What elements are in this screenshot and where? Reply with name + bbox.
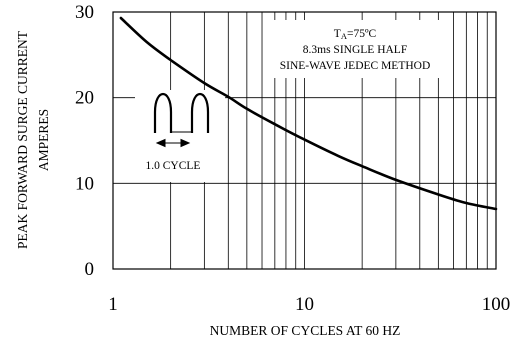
cycle-label: 1.0 CYCLE xyxy=(146,160,201,172)
half-sine-wave-icon xyxy=(153,92,210,133)
y-tick-label: 0 xyxy=(85,259,95,280)
y-axis-label-line1: PEAK FORWARD SURGE CURRENT xyxy=(15,30,30,249)
conditions-box xyxy=(270,20,440,78)
plot-frame xyxy=(112,11,497,270)
conditions-pulse: 8.3ms SINGLE HALF xyxy=(303,44,407,56)
y-axis-label-line2: AMPERES xyxy=(36,109,51,171)
y-tick-labels: 0 10 20 30 xyxy=(75,2,94,280)
conditions-temperature: TA=75ºC xyxy=(334,28,377,41)
x-axis-label: NUMBER OF CYCLES AT 60 HZ xyxy=(210,323,401,338)
x-tick-label: 1 xyxy=(108,294,118,315)
y-tick-label: 20 xyxy=(75,88,94,109)
cycle-dimension-arrow xyxy=(155,138,191,148)
surge-current-curve xyxy=(119,16,498,211)
y-tick-label: 10 xyxy=(75,173,94,194)
x-tick-label: 10 xyxy=(295,294,314,315)
conditions-method: SINE-WAVE JEDEC METHOD xyxy=(280,60,431,72)
cycle-illustration-box xyxy=(135,90,225,182)
x-tick-label: 100 xyxy=(482,294,511,315)
x-tick-labels: 1 10 100 xyxy=(108,294,510,315)
y-tick-label: 30 xyxy=(75,2,94,23)
